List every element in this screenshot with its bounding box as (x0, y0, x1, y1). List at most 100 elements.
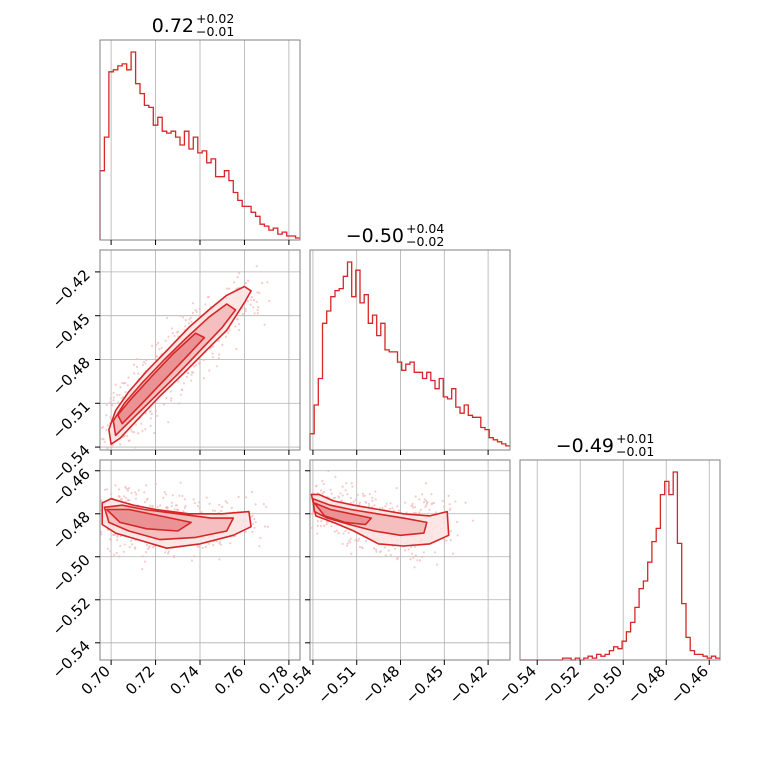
sample-point (358, 545, 362, 549)
sample-point (418, 498, 421, 501)
sample-point (249, 298, 252, 301)
sample-point (410, 504, 413, 507)
sample-point (194, 364, 198, 367)
sample-point (183, 506, 186, 509)
param-err-plus-3: +0.01 (616, 431, 654, 446)
sample-point (119, 443, 122, 446)
sample-point (182, 510, 185, 513)
sample-point (389, 502, 392, 505)
sample-point (418, 511, 421, 514)
sample-point (171, 332, 174, 335)
sample-point (256, 312, 259, 315)
sample-point (374, 548, 378, 551)
sample-point (322, 482, 325, 486)
sample-point (258, 545, 261, 548)
sample-point (115, 551, 118, 555)
sample-point (125, 487, 128, 490)
sample-point (252, 299, 255, 302)
sample-point (194, 309, 197, 312)
sample-point (261, 282, 264, 285)
sample-point (120, 397, 123, 400)
sample-point (334, 475, 337, 478)
sample-point (434, 511, 437, 514)
sample-point (217, 339, 220, 342)
sample-point (152, 546, 155, 549)
sample-point (126, 487, 129, 491)
sample-point (126, 489, 129, 492)
sample-point (126, 434, 129, 437)
sample-point (348, 539, 351, 542)
sample-point (192, 302, 195, 305)
sample-point (181, 316, 185, 319)
sample-point (234, 325, 237, 328)
sample-point (255, 300, 258, 303)
sample-point (218, 353, 221, 356)
sample-point (357, 539, 360, 542)
sample-point (456, 534, 459, 537)
sample-point (165, 506, 168, 509)
sample-point (134, 547, 137, 550)
sample-point (237, 323, 241, 326)
sample-point (430, 493, 433, 496)
sample-point (154, 483, 157, 486)
sample-point (316, 532, 319, 535)
sample-point (165, 396, 168, 400)
histogram-1 (99, 51, 300, 240)
sample-point (143, 560, 147, 563)
sample-point (237, 495, 240, 499)
sample-point (426, 501, 429, 504)
sample-point (120, 498, 123, 501)
sample-point (187, 372, 190, 375)
sample-point (321, 479, 324, 483)
sample-point (252, 523, 255, 526)
sample-point (255, 265, 258, 268)
sample-point (122, 395, 125, 399)
sample-point (128, 499, 131, 502)
sample-point (163, 491, 166, 494)
sample-point (230, 506, 233, 509)
sample-point (211, 352, 214, 355)
sample-point (212, 345, 215, 348)
sample-point (202, 377, 205, 380)
sample-point (149, 417, 152, 420)
sample-point (193, 365, 196, 368)
sample-point (145, 359, 148, 362)
sample-point (218, 542, 221, 545)
sample-point (184, 504, 187, 508)
sample-point (342, 532, 345, 535)
sample-point (169, 399, 173, 402)
sample-point (456, 521, 459, 524)
sample-point (424, 505, 427, 508)
sample-point (153, 431, 156, 435)
sample-point (118, 495, 121, 498)
sample-point (176, 508, 179, 511)
sample-point (374, 498, 377, 501)
sample-point (253, 312, 256, 315)
sample-point (144, 362, 147, 365)
sample-point (236, 276, 239, 279)
sample-point (130, 492, 133, 495)
panel-frame (309, 459, 511, 661)
sample-point (123, 495, 126, 498)
sample-point (126, 384, 129, 387)
param-title-1: 0.72 (152, 15, 194, 37)
sample-point (116, 538, 119, 542)
sample-point (117, 488, 120, 491)
sample-point (121, 381, 124, 385)
sample-point (206, 296, 210, 299)
sample-point (114, 484, 117, 487)
sample-point (325, 523, 328, 526)
sample-point (320, 519, 323, 523)
sample-point (170, 504, 173, 508)
sample-point (412, 556, 415, 559)
sample-point (224, 500, 227, 503)
param-err-plus-2: +0.04 (406, 221, 444, 236)
sample-point (185, 375, 188, 378)
sample-point (436, 563, 439, 566)
sample-point (336, 529, 339, 532)
sample-point (447, 494, 450, 497)
sample-point (244, 308, 247, 311)
sample-point (160, 346, 163, 349)
sample-point (127, 376, 130, 379)
